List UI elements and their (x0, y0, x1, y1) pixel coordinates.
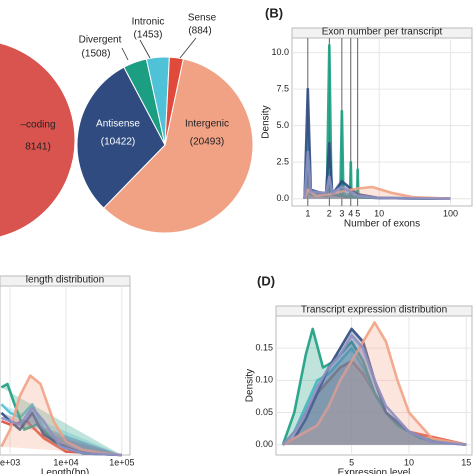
y-tick-label: 0.00 (255, 439, 273, 449)
x-tick-label: 1e+05 (109, 457, 134, 467)
slice-value: (1453) (134, 30, 163, 41)
panel-title: Exon number per transcript (322, 27, 443, 38)
slice-value: (1508) (82, 49, 111, 60)
panel-title: Transcript expression distribution (301, 305, 447, 316)
y-tick-label: 7.5 (276, 84, 289, 94)
panel-label: (B) (265, 5, 283, 20)
slice-label: Intergenic (185, 119, 229, 130)
pie-slice (76, 66, 166, 209)
x-tick-label: e+03 (0, 457, 20, 467)
title-strip (291, 27, 473, 39)
slice-label: Intronic (132, 17, 165, 28)
slice-value: 8141) (25, 142, 51, 153)
slice-label: Antisense (96, 119, 140, 130)
x-tick-label: 10 (374, 208, 384, 218)
x-tick-label: 5 (355, 208, 360, 218)
leader-line (139, 39, 151, 59)
x-axis-label: Expression level (338, 468, 411, 474)
y-axis-label: Density (261, 105, 272, 138)
x-axis-label: Length(bp) (41, 468, 89, 474)
x-tick-label: 10 (404, 457, 414, 467)
pie-slice (0, 42, 76, 238)
density-curve (281, 334, 467, 446)
y-tick-label: 10.0 (271, 47, 289, 57)
x-tick-label: 2 (327, 208, 332, 218)
slice-value: (10422) (101, 137, 135, 148)
density-curve (0, 406, 122, 457)
slice-label: Sense (188, 13, 217, 24)
title-strip (0, 275, 131, 287)
panel-label: (D) (257, 273, 275, 288)
y-tick-label: 0.05 (255, 407, 273, 417)
panel-title: length distribution (26, 275, 104, 286)
density-curve (0, 374, 122, 457)
x-tick-label: 4 (348, 208, 353, 218)
pie-slice (164, 56, 184, 146)
y-tick-label: 0.10 (255, 375, 273, 385)
x-tick-label: 1 (305, 208, 310, 218)
leader-line (121, 47, 129, 61)
y-tick-label: 2.5 (276, 157, 289, 167)
plot-panel (291, 37, 473, 207)
y-tick-label: 5.0 (276, 120, 289, 130)
x-tick-label: 1e+04 (53, 457, 78, 467)
pie-slice (102, 58, 254, 234)
y-tick-label: 0.15 (255, 343, 273, 353)
y-tick-label: 0.0 (276, 193, 289, 203)
slice-value: (884) (188, 26, 211, 37)
x-axis-label: Number of exons (344, 219, 420, 230)
density-curve (303, 150, 451, 200)
x-tick-label: 3 (339, 208, 344, 218)
x-tick-label: 100 (443, 208, 458, 218)
x-tick-label: 15 (461, 457, 471, 467)
leader-line (179, 37, 197, 59)
title-strip (275, 305, 473, 317)
slice-label: Divergent (79, 35, 122, 46)
slice-value: (20493) (190, 137, 224, 148)
y-axis-label: Density (245, 369, 256, 402)
x-tick-label: 5 (349, 457, 354, 467)
slice-label: –coding (20, 120, 55, 131)
